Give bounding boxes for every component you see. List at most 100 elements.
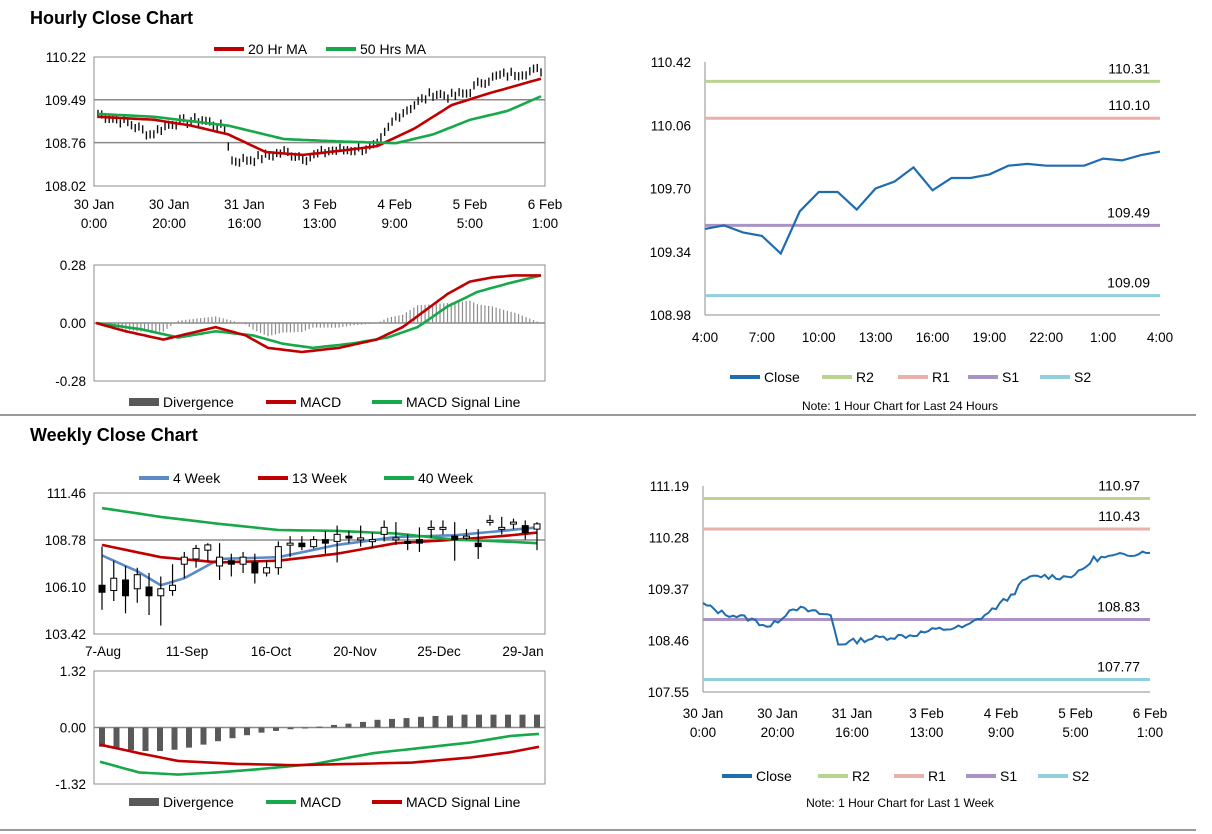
weekly-candle-body xyxy=(509,521,517,525)
weekly-divergence-bar xyxy=(258,727,265,733)
hourly-price-x-tick-4: 4 Feb xyxy=(377,197,412,212)
weekly-legend-macd-label: MACD xyxy=(300,794,341,810)
hourly-24h-x-tick-4: 16:00 xyxy=(916,330,950,345)
weekly-price-x-tick-3: 20-Nov xyxy=(333,644,377,659)
weekly-candle-body xyxy=(286,542,294,546)
weekly-candle-body xyxy=(345,535,353,539)
weekly-divergence-bar xyxy=(519,714,526,728)
weekly-1w-level-label-r1: 110.43 xyxy=(1098,508,1140,524)
weekly-candle-body xyxy=(462,535,470,539)
weekly-candle-body xyxy=(180,556,188,565)
weekly-candle-body xyxy=(157,588,165,597)
section-divider xyxy=(0,414,1196,416)
hourly-legend-divergence-swatch xyxy=(129,398,159,406)
hourly-price-x-tick-time-1: 20:00 xyxy=(152,216,186,231)
weekly-legend-4week-label: 4 Week xyxy=(173,470,221,486)
weekly-1w-y-tick-0: 111.19 xyxy=(650,479,689,494)
hourly-24h-x-tick-8: 4:00 xyxy=(1147,330,1173,345)
hourly-24h-legend-s2-label: S2 xyxy=(1074,369,1091,385)
hourly-24h-level-label-r2: 110.31 xyxy=(1108,60,1150,76)
weekly-price-plot xyxy=(93,492,546,635)
hourly-24h-y-tick-3: 109.34 xyxy=(650,245,692,260)
hourly-24h-x-tick-5: 19:00 xyxy=(972,330,1006,345)
weekly-divergence-bar xyxy=(476,714,482,728)
hourly-24h-y-tick-1: 110.06 xyxy=(651,118,691,133)
hourly-24h-x-tick-2: 10:00 xyxy=(802,330,836,345)
weekly-1w-level-label-s2: 107.77 xyxy=(1097,659,1140,675)
weekly-candle-body xyxy=(310,539,318,548)
weekly-divergence-bar xyxy=(374,719,381,728)
weekly-divergence-bar xyxy=(461,714,468,728)
weekly-candle-body xyxy=(392,537,400,541)
hourly-24h-y-tick-0: 110.42 xyxy=(651,55,691,70)
weekly-price-y-tick-0: 111.46 xyxy=(47,486,86,501)
hourly-price-x-tick-time-4: 9:00 xyxy=(382,216,408,231)
hourly-price-x-tick-time-2: 16:00 xyxy=(227,216,261,231)
weekly-divergence-bar xyxy=(345,723,352,728)
hourly-24h-y-tick-4: 108.98 xyxy=(650,308,691,323)
hourly-24h-legend-s1-label: S1 xyxy=(1002,369,1019,385)
weekly-1w-x-tick-2: 31 Jan xyxy=(832,706,873,721)
hourly-24h-note: Note: 1 Hour Chart for Last 24 Hours xyxy=(802,399,998,413)
weekly-candle-body xyxy=(133,574,141,590)
weekly-divergence-bar xyxy=(142,727,149,752)
hourly-24h-close-line xyxy=(704,150,1161,256)
weekly-candle-body xyxy=(239,556,247,565)
weekly-divergence-bar xyxy=(113,727,120,749)
weekly-1w-legend-close-label: Close xyxy=(756,768,792,784)
weekly-1w-x-tick-1: 30 Jan xyxy=(757,706,798,721)
hourly-macd-y-tick-0: 0.28 xyxy=(60,258,86,273)
hourly-24h-x-tick-0: 4:00 xyxy=(692,330,718,345)
weekly-1w-level-label-r2: 110.97 xyxy=(1098,477,1140,493)
weekly-macd-y-tick-2: -1.32 xyxy=(55,777,86,792)
weekly-candle-body xyxy=(498,526,506,530)
weekly-1w-legend-r2-label: R2 xyxy=(852,768,870,784)
hourly-price-x-tick-2: 31 Jan xyxy=(224,197,265,212)
weekly-candle-body xyxy=(404,540,412,544)
weekly-divergence-bar xyxy=(99,727,105,747)
weekly-1w-x-tick-time-4: 9:00 xyxy=(988,725,1014,740)
hourly-24h-x-tick-7: 1:00 xyxy=(1090,330,1116,345)
hourly-24h-level-label-r1: 110.10 xyxy=(1108,97,1150,113)
weekly-divergence-bar xyxy=(186,727,192,748)
hourly-macd-y-tick-2: -0.28 xyxy=(55,374,86,389)
weekly-candle-body xyxy=(415,539,423,544)
weekly-legend-divergence-swatch xyxy=(129,798,159,806)
weekly-candle-body xyxy=(380,526,388,535)
weekly-macd-signal-line xyxy=(99,743,540,767)
weekly-1w-x-tick-5: 5 Feb xyxy=(1058,706,1093,721)
hourly-24h-y-tick-2: 109.70 xyxy=(650,182,691,197)
hourly-24h-legend-r2-label: R2 xyxy=(856,369,874,385)
weekly-divergence-bar xyxy=(331,724,337,728)
weekly-divergence-bar xyxy=(403,718,410,728)
weekly-1w-note: Note: 1 Hour Chart for Last 1 Week xyxy=(806,796,995,810)
weekly-divergence-bar xyxy=(418,716,424,728)
weekly-price-y-tick-3: 103.42 xyxy=(45,627,86,642)
weekly-divergence-bar xyxy=(128,727,134,751)
weekly-legend-signal-label: MACD Signal Line xyxy=(406,794,521,810)
weekly-candle-body xyxy=(333,533,341,542)
weekly-candle-body xyxy=(451,535,459,541)
weekly-ma-line-40 xyxy=(101,506,538,545)
hourly-legend-20hr-label: 20 Hr MA xyxy=(248,41,308,57)
weekly-candle-body xyxy=(204,544,212,551)
weekly-candles xyxy=(98,515,541,626)
weekly-price-x-tick-1: 11-Sep xyxy=(166,644,209,659)
hourly-24h-level-label-s1: 109.49 xyxy=(1107,204,1150,220)
hourly-24h-x-tick-3: 13:00 xyxy=(859,330,893,345)
weekly-price-x-tick-5: 29-Jan xyxy=(502,644,543,659)
weekly-1w-level-label-s1: 108.83 xyxy=(1097,599,1140,615)
hourly-legend-signal-label: MACD Signal Line xyxy=(406,394,521,410)
hourly-price-y-tick-3: 108.02 xyxy=(45,179,86,194)
weekly-candle-body xyxy=(251,561,259,574)
weekly-divergence-bar xyxy=(171,727,178,750)
weekly-candle-body xyxy=(263,567,271,574)
weekly-candle-body xyxy=(192,547,200,560)
hourly-macd-y-tick-1: 0.00 xyxy=(60,316,86,331)
weekly-1w-x-tick-6: 6 Feb xyxy=(1133,706,1168,721)
weekly-1w-y-tick-2: 109.37 xyxy=(648,582,689,597)
weekly-macd-line xyxy=(99,732,540,776)
weekly-divergence-bar xyxy=(490,714,497,728)
hourly-price-x-tick-1: 30 Jan xyxy=(149,197,190,212)
weekly-1w-x-tick-time-3: 13:00 xyxy=(910,725,944,740)
